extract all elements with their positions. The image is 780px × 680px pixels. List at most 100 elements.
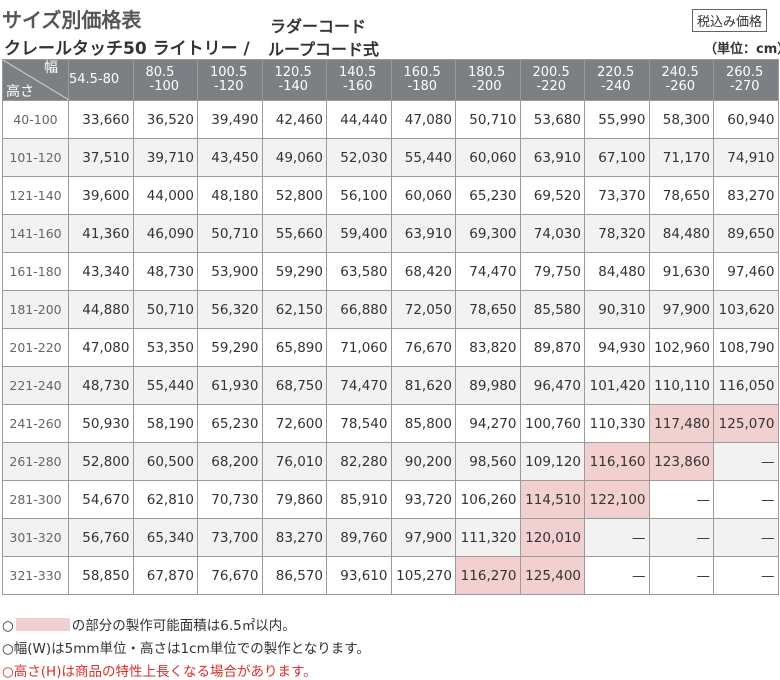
price-cell: 84,480: [648, 214, 714, 253]
width-range-start: 120.5: [274, 65, 312, 80]
price-cell: 78,540: [326, 404, 392, 443]
price-cell: 59,290: [197, 328, 263, 367]
price-cell: 81,620: [390, 366, 456, 405]
price-cell: 44,440: [326, 100, 392, 139]
height-range-label: 121-140: [2, 176, 69, 215]
table-row: 161-180 43,340 48,730 53,900 59,290 63,580 68,…: [2, 252, 779, 291]
price-cell: 89,870: [519, 328, 585, 367]
price-cell: 83,270: [261, 518, 327, 557]
price-cell: 39,490: [197, 100, 263, 139]
price-cell: 52,030: [326, 138, 392, 177]
price-cell: 74,030: [519, 214, 585, 253]
width-range-end: -270: [730, 79, 760, 94]
price-cell: 61,930: [197, 366, 263, 405]
note-area-limit: ○ の部分の製作可能面積は6.5㎡以内。: [2, 614, 296, 634]
price-cell: 68,750: [261, 366, 327, 405]
price-cell: 50,710: [132, 290, 198, 329]
price-cell: 65,230: [197, 404, 263, 443]
price-cell: 125,400: [519, 556, 585, 595]
price-cell: 84,480: [584, 252, 650, 291]
table-row: 221-240 48,730 55,440 61,930 68,750 74,470 81,…: [2, 366, 779, 405]
price-cell: 60,940: [713, 100, 779, 139]
price-cell: 110,110: [648, 366, 714, 405]
width-range-end: -100: [149, 79, 180, 94]
price-cell: 110,330: [584, 404, 650, 443]
price-cell: 120,010: [519, 518, 585, 557]
price-cell: 69,300: [455, 214, 521, 253]
price-cell: 85,580: [519, 290, 585, 329]
width-column-header: 260.5 -270: [713, 59, 779, 101]
table-row: 181-200 44,880 50,710 56,320 62,150 66,880 72,…: [2, 290, 779, 329]
price-cell: 90,310: [584, 290, 650, 329]
price-cell: 101,420: [584, 366, 650, 405]
price-cell: 42,460: [261, 100, 327, 139]
price-cell: 72,600: [261, 404, 327, 443]
price-cell: 60,060: [455, 138, 521, 177]
table-header-row: 幅 高さ 54.5-80 80.5 -100 100.5 -120 120.5 -140 14…: [2, 59, 779, 101]
price-cell: 65,230: [455, 176, 521, 215]
width-column-header: 120.5 -140: [261, 59, 327, 101]
height-range-label: 261-280: [2, 442, 69, 481]
price-cell: 58,300: [648, 100, 714, 139]
width-range-end: -140: [278, 79, 309, 94]
price-cell: 91,630: [648, 252, 714, 291]
price-cell: 89,760: [326, 518, 392, 557]
page-title: サイズ別価格表: [2, 8, 142, 32]
price-cell: 122,100: [584, 480, 650, 519]
table-row: 101-120 37,510 39,710 43,450 49,060 52,030 55,…: [2, 138, 779, 177]
price-cell: 93,610: [326, 556, 392, 595]
height-axis-label: 高さ: [6, 84, 34, 100]
unavailable-cell: —: [713, 480, 779, 519]
price-cell: 73,700: [197, 518, 263, 557]
price-cell: 58,190: [132, 404, 198, 443]
price-cell: 85,800: [390, 404, 456, 443]
price-cell: 63,910: [390, 214, 456, 253]
width-column-header: 160.5 -180: [390, 59, 456, 101]
price-cell: 52,800: [261, 176, 327, 215]
price-cell: 48,730: [132, 252, 198, 291]
table-row: 241-260 50,930 58,190 65,230 72,600 78,540 85,…: [2, 404, 779, 443]
cord-type-ladder: ラダーコード: [270, 17, 367, 36]
price-cell: 59,290: [261, 252, 327, 291]
price-cell: 48,730: [68, 366, 134, 405]
price-cell: 67,100: [584, 138, 650, 177]
price-cell: 74,470: [455, 252, 521, 291]
price-cell: 109,120: [519, 442, 585, 481]
price-cell: 96,470: [519, 366, 585, 405]
unavailable-cell: —: [584, 518, 650, 557]
price-cell: 53,350: [132, 328, 198, 367]
price-cell: 72,050: [390, 290, 456, 329]
price-cell: 58,850: [68, 556, 134, 595]
table-row: 201-220 47,080 53,350 59,290 65,890 71,060 76,…: [2, 328, 779, 367]
price-table: 幅 高さ 54.5-80 80.5 -100 100.5 -120 120.5 -140 14…: [2, 59, 779, 595]
height-range-label: 221-240: [2, 366, 69, 405]
price-cell: 76,670: [197, 556, 263, 595]
table-row: 281-300 54,670 62,810 70,730 79,860 85,910 93,…: [2, 480, 779, 519]
unit-label: （単位：cm）: [704, 42, 780, 57]
height-range-label: 321-330: [2, 556, 69, 595]
price-cell: 98,560: [455, 442, 521, 481]
price-cell: 60,500: [132, 442, 198, 481]
price-cell: 39,600: [68, 176, 134, 215]
unavailable-cell: —: [648, 556, 714, 595]
price-cell: 79,750: [519, 252, 585, 291]
height-range-label: 141-160: [2, 214, 69, 253]
width-range-start: 200.5: [532, 65, 570, 80]
height-range-label: 301-320: [2, 518, 69, 557]
price-cell: 106,260: [455, 480, 521, 519]
price-cell: 68,200: [197, 442, 263, 481]
price-cell: 55,990: [584, 100, 650, 139]
price-cell: 70,730: [197, 480, 263, 519]
height-range-label: 40-100: [2, 100, 69, 139]
price-cell: 56,760: [68, 518, 134, 557]
note-area-text: の部分の製作可能面積は6.5㎡以内。: [71, 618, 296, 634]
price-cell: 90,200: [390, 442, 456, 481]
width-column-header: 220.5 -240: [584, 59, 650, 101]
width-range-start: 260.5: [726, 65, 764, 80]
note-size-unit: ○幅(W)は5mm単位・高さは1cm単位での製作となります。: [2, 641, 370, 657]
price-cell: 103,620: [713, 290, 779, 329]
price-cell: 50,710: [197, 214, 263, 253]
width-column-header: 80.5 -100: [132, 59, 198, 101]
price-cell: 50,930: [68, 404, 134, 443]
price-cell: 41,360: [68, 214, 134, 253]
